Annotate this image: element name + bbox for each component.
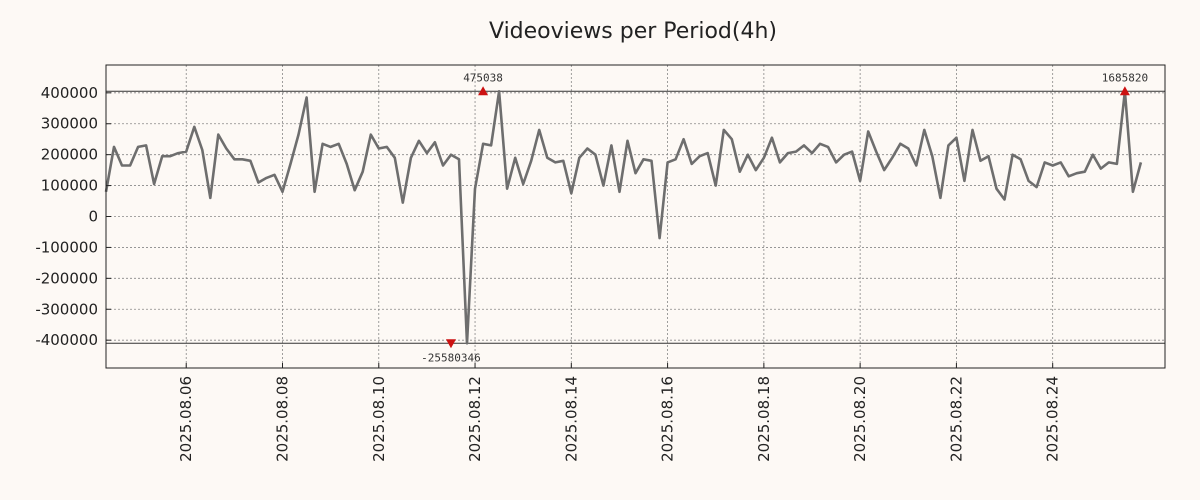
peak-marker [478,86,489,96]
y-tick-label: 200000 [41,146,98,164]
series-line-layer [104,90,1143,345]
peak-marker [1119,86,1130,96]
y-tick-label: -300000 [35,300,98,318]
x-axis: 2025.08.06 2025.08.08 2025.08.10 2025.08.12… [177,363,1062,462]
annotation-label: -25580346 [421,351,481,364]
y-tick-label: 0 [88,208,98,226]
x-tick-label: 2025.08.10 [370,376,388,462]
y-tick-label: 400000 [41,84,98,102]
x-tick-label: 2025.08.20 [851,376,869,462]
reference-lines [106,90,1165,344]
grid [106,65,1165,368]
y-tick-label: 100000 [41,177,98,195]
y-tick-label: -200000 [35,269,98,287]
y-tick-label: -400000 [35,331,98,349]
chart-title: Videoviews per Period(4h) [489,19,777,44]
annotation-layer: 475038 -25580346 1685820 [421,71,1148,364]
y-axis: 400000 300000 200000 100000 0 -100000 -200000 -… [35,84,111,349]
x-tick-label: 2025.08.18 [755,376,773,462]
annotation-label: 475038 [463,71,503,84]
y-tick-label: -100000 [35,238,98,256]
x-tick-label: 2025.08.16 [659,376,677,462]
x-tick-label: 2025.08.12 [466,376,484,462]
x-tick-label: 2025.08.24 [1044,376,1062,462]
annotation-label: 1685820 [1102,71,1148,84]
x-tick-label: 2025.08.06 [177,376,195,462]
x-tick-label: 2025.08.14 [562,376,580,462]
x-tick-label: 2025.08.22 [947,376,965,462]
trough-marker [445,339,456,349]
series-line [104,90,1143,345]
y-tick-label: 300000 [41,115,98,133]
x-tick-label: 2025.08.08 [274,376,292,462]
